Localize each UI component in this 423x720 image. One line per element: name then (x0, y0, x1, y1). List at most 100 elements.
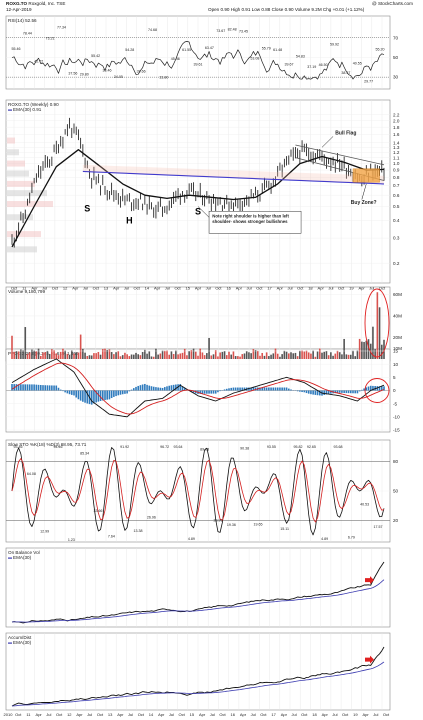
ppo-histogram-bar (314, 390, 317, 395)
y-tick-price: 1.6 (393, 132, 400, 137)
ppo-histogram-bar (341, 390, 343, 393)
rsi-value-label: 29.80 (80, 72, 89, 76)
ppo-histogram-bar (135, 386, 137, 391)
sto-value-label: 91.92 (120, 445, 129, 449)
ppo-histogram-bar (325, 390, 328, 395)
rsi-value-label: 45.46 (171, 57, 180, 61)
legend-swatch-obv (8, 557, 12, 559)
ppo-histogram-bar (15, 384, 18, 391)
x-tick-bottom: Oct (301, 712, 308, 717)
obv-line (11, 561, 385, 624)
annotation-head: H (126, 215, 133, 225)
ppo-histogram-bar (276, 387, 279, 391)
volume-bar (62, 348, 64, 359)
volume-bar (270, 354, 272, 359)
volume-bar (101, 349, 104, 359)
volume-bar (51, 349, 53, 359)
ppo-histogram-bar (137, 385, 140, 391)
ppo-histogram-bar (361, 389, 363, 391)
ppo-histogram-bar (354, 390, 357, 394)
volume-bar (259, 355, 261, 359)
volume-bar (84, 352, 86, 359)
ppo-histogram-bar (31, 384, 33, 391)
volume-highlight-circle (364, 288, 390, 358)
volume-bar (299, 350, 301, 359)
ppo-histogram-bar (79, 390, 82, 401)
volume-bar (77, 352, 80, 359)
x-tick-bottom: Oct (260, 712, 267, 717)
y-tick-price: 1.8 (393, 125, 400, 130)
panel-title-rsi: RSI(14) 52.56 (8, 18, 37, 23)
volume-bar (44, 352, 47, 359)
ppo-histogram-bar (148, 385, 151, 391)
ppo-histogram-bar (334, 390, 337, 394)
volume-bar (279, 356, 281, 359)
neckline-band (82, 164, 384, 184)
volume-bar (144, 349, 146, 359)
volume-bar (296, 356, 299, 359)
buy-zone-box (352, 168, 380, 183)
rsi-value-label: 54.28 (125, 48, 134, 52)
ppo-histogram-bar (296, 390, 299, 392)
volume-bar (106, 350, 109, 359)
y-tick-price: 0.2 (393, 261, 400, 266)
header-copyright: @ StockCharts.com (372, 1, 413, 6)
volume-bar (152, 356, 155, 359)
annotation-left-shoulder: S (84, 204, 90, 214)
ppo-histogram-bar (259, 387, 261, 391)
ppo-histogram-bar (39, 385, 42, 391)
x-tick-top: Jul (369, 286, 374, 291)
volume-bar (318, 348, 321, 359)
volume-bar (66, 353, 69, 359)
x-tick-bottom: 2010 (4, 712, 14, 717)
x-tick-bottom: 18 (312, 712, 317, 717)
x-tick-top: Apr (358, 286, 365, 291)
volume-bar (13, 351, 16, 359)
ppo-histogram-bar (106, 390, 109, 400)
x-tick-top: Oct (379, 286, 386, 291)
volume-bar (39, 355, 42, 359)
volume-bar (230, 354, 233, 359)
ppo-histogram-bar (51, 385, 53, 391)
volume-bar (128, 356, 131, 359)
obv-arrow-icon (365, 576, 374, 585)
volume-bar (163, 350, 166, 359)
sto-value-label: 13.38 (134, 529, 143, 533)
ppo-histogram-bar (274, 387, 277, 391)
ppo-histogram-bar (139, 385, 142, 391)
sto-value-label: 23.99 (214, 518, 223, 522)
rsi-value-label: 39.61 (194, 63, 203, 67)
y-tick-price: 0.5 (393, 204, 400, 209)
volume-bar (228, 351, 230, 359)
x-tick-top: Oct (11, 286, 18, 291)
volume-bar (115, 352, 117, 359)
x-tick-bottom: 17 (271, 712, 276, 717)
ppo-histogram-bar (152, 386, 155, 391)
ppo-histogram-bar (206, 390, 208, 394)
volume-bar (327, 355, 330, 359)
y-tick-sto: 50 (393, 489, 399, 494)
ppo-histogram-bar (372, 385, 374, 391)
y-tick-ppo: 5 (393, 375, 396, 380)
x-tick-bottom: Oct (383, 712, 390, 717)
ema-30-line (11, 149, 385, 248)
sto-value-label: 26.96 (147, 516, 156, 520)
header-ohlc: Open 0.90 High 0.91 Low 0.88 Close 0.90 … (208, 7, 365, 12)
panel-title-volume: Volume 9,180,799 (8, 289, 45, 294)
ppo-histogram-bar (281, 387, 283, 391)
ppo-histogram-bar (239, 387, 241, 391)
volume-bar (310, 353, 312, 359)
ppo-histogram-bar (338, 390, 341, 393)
x-tick-bottom: 16 (231, 712, 236, 717)
volume-bar (86, 355, 89, 359)
rsi-value-label: 53.08 (250, 56, 259, 60)
ppo-histogram-bar (33, 384, 35, 391)
ppo-histogram-bar (345, 390, 348, 394)
ppo-histogram-bar (172, 384, 175, 391)
ppo-histogram-bar (44, 385, 47, 391)
ppo-histogram-bar (141, 384, 144, 391)
ppo-histogram-bar (323, 390, 326, 395)
ppo-histogram-bar (64, 390, 66, 393)
volume-bar (252, 349, 255, 359)
volume-bar (243, 353, 246, 359)
